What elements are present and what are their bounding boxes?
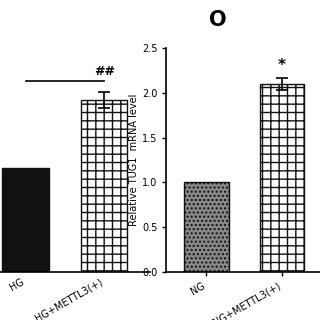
Text: ##: ## <box>94 65 115 78</box>
Y-axis label: Relative TUG1  mRNA level: Relative TUG1 mRNA level <box>129 94 139 226</box>
Bar <box>3 168 49 272</box>
Bar <box>184 182 228 272</box>
Bar <box>260 84 304 272</box>
Text: O: O <box>209 10 227 30</box>
Text: *: * <box>278 58 286 73</box>
Bar <box>81 100 127 272</box>
